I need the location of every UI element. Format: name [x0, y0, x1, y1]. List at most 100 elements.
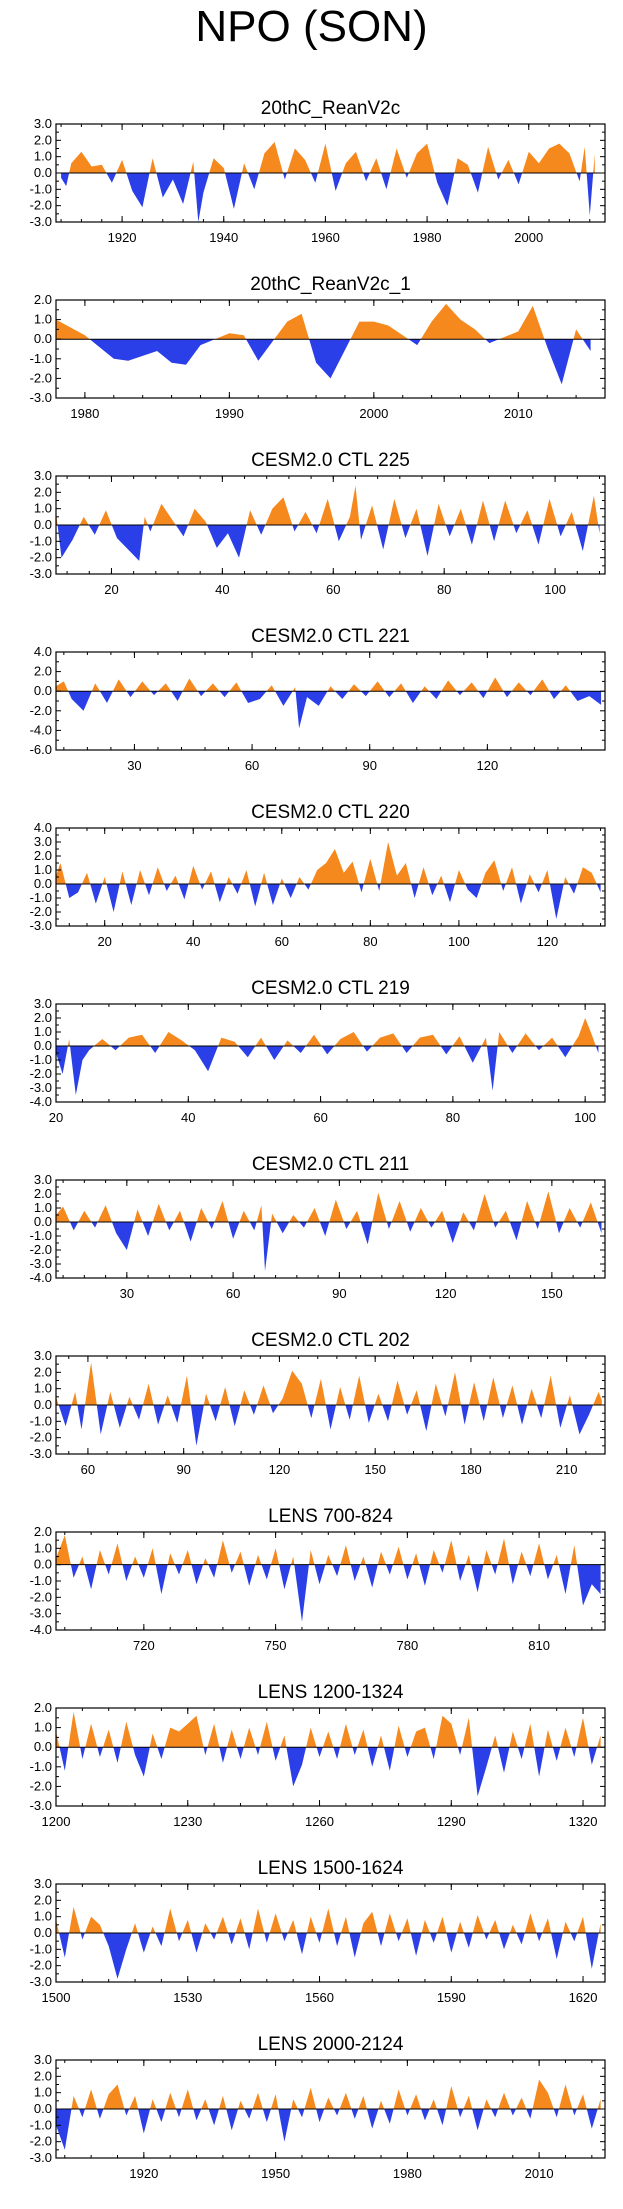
x-tick-label: 60 [275, 934, 289, 949]
plot-frame [55, 1003, 606, 1103]
panel-title: LENS 2000-2124 [258, 2034, 404, 2055]
y-tick-label: -3.0 [30, 1446, 52, 1461]
x-tick-label: 1290 [437, 1814, 466, 1829]
x-tick-label: 1920 [108, 230, 137, 245]
x-tick-label: 80 [363, 934, 377, 949]
x-tick-label: 120 [435, 1286, 457, 1301]
panel-title: CESM2.0 CTL 202 [251, 1330, 410, 1351]
y-tick-label: -2.0 [30, 2134, 52, 2149]
y-tick-label: -2.0 [30, 1958, 52, 1973]
figure-title: NPO (SON) [195, 2, 428, 51]
y-tick-label: 0.0 [34, 1397, 52, 1412]
x-tick-label: 1960 [311, 230, 340, 245]
y-tick-label: 1.0 [34, 1024, 52, 1039]
y-tick-label: 2.0 [34, 292, 52, 307]
x-tick-label: 1530 [173, 1990, 202, 2005]
y-tick-label: -1.0 [30, 1759, 52, 1774]
x-tick-label: 120 [537, 934, 559, 949]
x-tick-label: 100 [574, 1110, 596, 1125]
x-tick-label: 1980 [70, 406, 99, 421]
y-tick-label: 2.0 [34, 664, 52, 679]
y-tick-label: 1.0 [34, 501, 52, 516]
panel-title: CESM2.0 CTL 211 [252, 1154, 409, 1175]
y-tick-label: -3.0 [30, 1798, 52, 1813]
y-tick-label: 2.0 [34, 1186, 52, 1201]
x-tick-label: 100 [448, 934, 470, 949]
panel-7: CESM2.0 CTL 211 3.02.01.00.0-1.0-2.0-3.0-… [30, 1154, 606, 1301]
y-tick-label: -3.0 [30, 1080, 52, 1095]
y-tick-label: 1.0 [34, 312, 52, 327]
y-tick-label: 1.0 [34, 1200, 52, 1215]
negative-area [56, 1747, 601, 1797]
y-tick-label: -3.0 [30, 1256, 52, 1271]
positive-area [56, 303, 591, 340]
y-tick-label: 3.0 [34, 468, 52, 483]
x-tick-label: 1320 [569, 1814, 598, 1829]
x-tick-label: 40 [186, 934, 200, 949]
positive-area [56, 1535, 578, 1565]
x-tick-label: 40 [181, 1110, 195, 1125]
x-tick-label: 40 [215, 582, 229, 597]
y-tick-label: -1.0 [30, 181, 52, 196]
y-tick-label: 1.0 [34, 1720, 52, 1735]
panel-title: LENS 1200-1324 [258, 1682, 404, 1703]
y-tick-label: 0.0 [34, 876, 52, 891]
panel-title: 20thC_ReanV2c_1 [250, 274, 411, 295]
y-tick-label: -2.0 [30, 703, 52, 718]
positive-area [56, 842, 601, 884]
y-tick-label: -4.0 [30, 1094, 52, 1109]
y-tick-label: -2.0 [30, 1589, 52, 1604]
y-tick-label: 0.0 [34, 1739, 52, 1754]
x-tick-label: 1980 [413, 230, 442, 245]
negative-area [56, 2109, 601, 2150]
positive-area [56, 1018, 599, 1046]
panel-4: CESM2.0 CTL 221 4.0 2.0 0.0 -2.0 -4.0 -6.0 30 60… [30, 626, 606, 773]
y-tick-label: 1.0 [34, 149, 52, 164]
x-tick-label: 1920 [129, 2166, 158, 2181]
positive-area [56, 2079, 601, 2109]
x-tick-label: 60 [81, 1462, 95, 1477]
panel-1: 20thC_ReanV2c 3.02.0 1.00.0-1.0 -2.0-3.0 192… [30, 98, 606, 245]
y-tick-label: 3.0 [34, 1876, 52, 1891]
y-tick-label: -3.0 [30, 566, 52, 581]
x-tick-label: 120 [269, 1462, 291, 1477]
panel-11: LENS 1500-16243.02.01.00.0-1.0-2.0-3.015… [30, 1858, 606, 2005]
y-tick-label: -1.0 [30, 890, 52, 905]
negative-area [56, 1046, 599, 1095]
y-tick-label: 2.0 [34, 848, 52, 863]
x-tick-label: 30 [127, 758, 141, 773]
y-tick-label: -2.0 [30, 370, 52, 385]
x-tick-label: 180 [460, 1462, 482, 1477]
positive-area [56, 1711, 601, 1748]
y-tick-label: 2.0 [34, 1524, 52, 1539]
x-tick-label: 780 [397, 1638, 419, 1653]
y-tick-label: 4.0 [34, 644, 52, 659]
x-tick-label: 2010 [525, 2166, 554, 2181]
y-tick-label: -2.0 [30, 198, 52, 213]
y-tick-label: 0.0 [34, 1557, 52, 1572]
x-tick-label: 1230 [173, 1814, 202, 1829]
y-tick-label: 2.0 [34, 1892, 52, 1907]
y-tick-label: 1.0 [34, 1540, 52, 1555]
y-tick-label: -3.0 [30, 1606, 52, 1621]
negative-area [89, 339, 591, 385]
panel-3: CESM2.0 CTL 225 3.02.0 1.00.0-1.0 -2.0-3.0 2… [30, 450, 606, 597]
x-tick-label: 150 [541, 1286, 563, 1301]
negative-area [56, 1222, 602, 1271]
x-tick-label: 1940 [209, 230, 238, 245]
y-tick-label: -3.0 [30, 2150, 52, 2165]
x-tick-label: 1500 [42, 1990, 71, 2005]
y-tick-label: 3.0 [34, 834, 52, 849]
y-tick-label: 4.0 [34, 820, 52, 835]
negative-area [61, 173, 595, 222]
x-tick-label: 2010 [504, 406, 533, 421]
y-tick-label: -1.0 [30, 1573, 52, 1588]
plot-frame [55, 651, 606, 751]
panel-6: CESM2.0 CTL 219 3.02.01.00.0-1.0-2.0-3.0-… [30, 978, 606, 1125]
positive-area [56, 677, 602, 692]
y-tick-label: 3.0 [34, 116, 52, 131]
plot-frame [55, 1531, 606, 1631]
panel-title: 20thC_ReanV2c [261, 98, 400, 119]
x-tick-label: 1950 [261, 2166, 290, 2181]
